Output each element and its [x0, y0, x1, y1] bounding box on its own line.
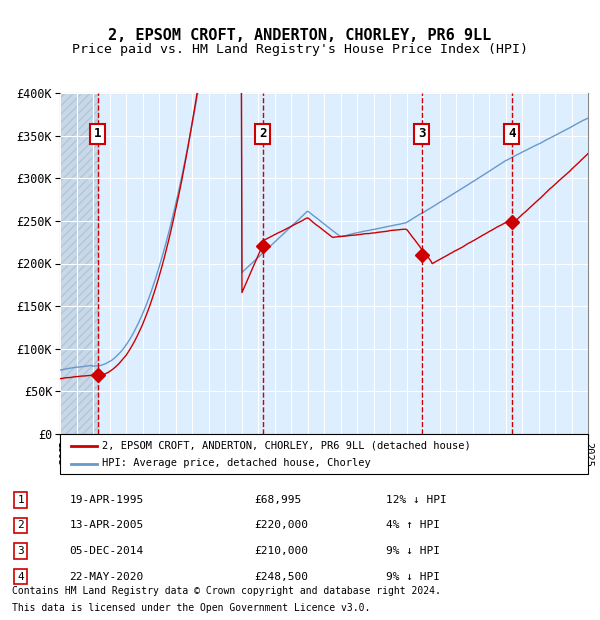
Text: 2: 2 — [17, 520, 24, 531]
Text: Price paid vs. HM Land Registry's House Price Index (HPI): Price paid vs. HM Land Registry's House … — [72, 43, 528, 56]
Text: 2: 2 — [259, 128, 266, 140]
Text: 19-APR-1995: 19-APR-1995 — [70, 495, 144, 505]
Text: 3: 3 — [17, 546, 24, 556]
FancyBboxPatch shape — [60, 434, 588, 474]
Polygon shape — [60, 93, 98, 434]
Text: This data is licensed under the Open Government Licence v3.0.: This data is licensed under the Open Gov… — [12, 603, 370, 613]
Text: 4% ↑ HPI: 4% ↑ HPI — [386, 520, 440, 531]
Text: 05-DEC-2014: 05-DEC-2014 — [70, 546, 144, 556]
Text: 22-MAY-2020: 22-MAY-2020 — [70, 572, 144, 582]
Text: 4: 4 — [508, 128, 515, 140]
Text: £68,995: £68,995 — [254, 495, 301, 505]
Text: 1: 1 — [94, 128, 101, 140]
Text: 9% ↓ HPI: 9% ↓ HPI — [386, 572, 440, 582]
Text: £210,000: £210,000 — [254, 546, 308, 556]
Text: HPI: Average price, detached house, Chorley: HPI: Average price, detached house, Chor… — [102, 458, 371, 469]
Text: £220,000: £220,000 — [254, 520, 308, 531]
Text: 4: 4 — [17, 572, 24, 582]
Text: Contains HM Land Registry data © Crown copyright and database right 2024.: Contains HM Land Registry data © Crown c… — [12, 586, 441, 596]
Text: 1: 1 — [17, 495, 24, 505]
Text: £248,500: £248,500 — [254, 572, 308, 582]
Polygon shape — [60, 93, 98, 434]
Text: 9% ↓ HPI: 9% ↓ HPI — [386, 546, 440, 556]
Text: 13-APR-2005: 13-APR-2005 — [70, 520, 144, 531]
Text: 3: 3 — [418, 128, 425, 140]
Text: 12% ↓ HPI: 12% ↓ HPI — [386, 495, 447, 505]
Text: 2, EPSOM CROFT, ANDERTON, CHORLEY, PR6 9LL: 2, EPSOM CROFT, ANDERTON, CHORLEY, PR6 9… — [109, 28, 491, 43]
Text: 2, EPSOM CROFT, ANDERTON, CHORLEY, PR6 9LL (detached house): 2, EPSOM CROFT, ANDERTON, CHORLEY, PR6 9… — [102, 440, 471, 450]
